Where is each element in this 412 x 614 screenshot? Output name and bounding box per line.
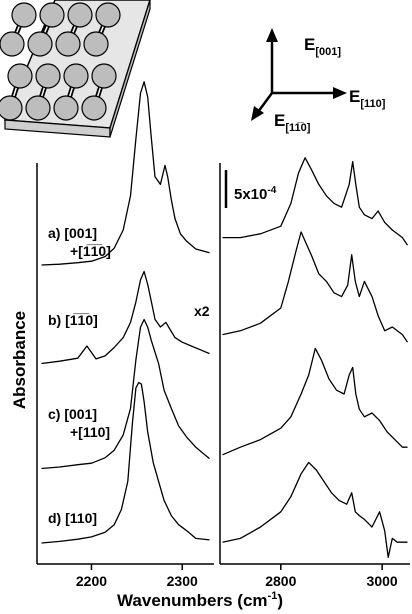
molecule-head <box>7 63 33 89</box>
spectrum-line-1-right <box>222 157 409 246</box>
molecule-head <box>67 2 93 28</box>
series-label-2: b) [1̅1̅0] <box>48 312 98 328</box>
spectrum-line-2-right <box>222 231 409 343</box>
molecule-head <box>27 31 53 57</box>
field-axes <box>251 28 347 121</box>
molecule-head <box>53 95 79 121</box>
series-label-4: d) [110] <box>48 510 97 526</box>
molecule-head <box>25 95 51 121</box>
e110-label: E[110] <box>349 87 386 110</box>
molecule-head <box>83 31 109 57</box>
x-axis-label: Wavenumbers (cm-1) <box>117 590 283 610</box>
spectrum-line-3-left <box>41 318 210 470</box>
spectrum-line-1-left <box>41 81 210 266</box>
series-label-1: a) [001] <box>48 225 97 241</box>
spectra <box>41 81 409 559</box>
series-multiplier-2: x2 <box>194 303 210 319</box>
x-tick-label: 2300 <box>167 573 198 589</box>
molecule-head <box>95 2 121 28</box>
series-label-3-line2: +[110] <box>70 424 110 440</box>
x-tick-label: 2800 <box>265 573 296 589</box>
e001-label: E[001] <box>304 35 341 58</box>
x-tick-label: 2200 <box>76 573 107 589</box>
y-axis-label: Absorbance <box>10 311 29 409</box>
e1b10-arrowhead <box>251 106 264 121</box>
x-ticks: 2200 2300 2800 3000 <box>76 564 398 589</box>
series-label-1-line2: +[1̅1̅0] <box>70 243 111 259</box>
molecule-head <box>0 95 23 121</box>
spectrum-line-2-left <box>41 270 210 365</box>
substrate-side <box>109 0 151 138</box>
sample-schematic <box>0 0 151 138</box>
x-tick-label: 3000 <box>367 573 398 589</box>
e110-arrowhead <box>333 87 347 99</box>
plot-frame <box>36 163 410 565</box>
molecule-array <box>0 2 121 121</box>
spectrum-line-4-left <box>41 381 210 544</box>
spectrum-line-3-right <box>222 347 408 456</box>
series-label-3: c) [001] <box>48 406 97 422</box>
series-labels: a) [001] +[1̅1̅0] b) [1̅1̅0] x2 c) [001] +[11… <box>48 225 210 526</box>
molecule-head <box>55 31 81 57</box>
molecule-head <box>0 31 25 57</box>
spectrum-line-4-right <box>222 461 408 559</box>
e1b10-arrow <box>256 92 274 113</box>
e001-arrowhead <box>266 28 278 42</box>
molecule-head <box>91 63 117 89</box>
e1b10-label: E[11̅0] <box>274 111 311 134</box>
molecule-head <box>39 2 65 28</box>
molecule-head <box>11 2 37 28</box>
scale-bar-label: 5x10-4 <box>234 185 277 203</box>
molecule-head <box>63 63 89 89</box>
molecule-head <box>35 63 61 89</box>
molecule-head <box>81 95 107 121</box>
